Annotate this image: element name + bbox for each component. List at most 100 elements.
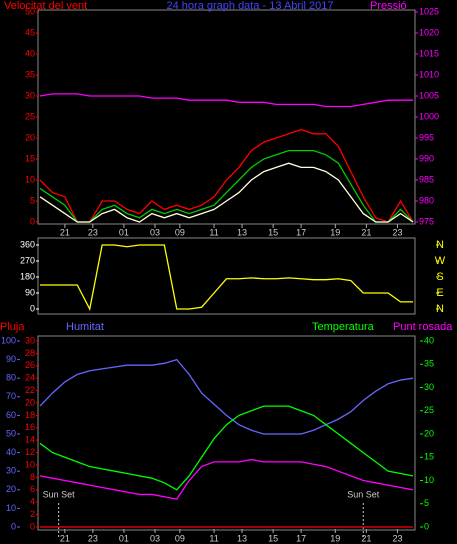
legend-label: Temperatura [312, 321, 375, 333]
series-line [39, 93, 413, 108]
series-line [39, 149, 414, 223]
y2-tick-label: 5 [424, 498, 429, 508]
x-tick-label: 23 [88, 533, 98, 543]
y2-tick-label: 1010 [419, 69, 439, 79]
y-tick-label: 30 [25, 90, 35, 100]
y-tick-label: 15 [25, 153, 35, 163]
y-tick-label: 45 [25, 27, 35, 37]
x-tick-label: 01 [119, 227, 129, 237]
y2-tick-label: 980 [419, 195, 434, 205]
y2-tick-label: 1005 [419, 90, 439, 100]
y2-tick-label: 990 [419, 153, 434, 163]
legend-label: Punt rosada [393, 321, 453, 333]
x-tick-label: 17 [296, 533, 306, 543]
y2-tick-label: 1020 [419, 27, 439, 37]
y-tick-label: 30 [25, 335, 35, 345]
y3-tick-label: 80 [6, 373, 16, 383]
y2-tick-label: S [436, 271, 443, 283]
x-tick-label: 19 [330, 533, 340, 543]
y-tick-label: 18 [25, 410, 35, 420]
series-line [39, 358, 414, 435]
x-tick-label: 15 [268, 227, 278, 237]
x-tick-label: 21 [60, 533, 70, 543]
y2-tick-label: 30 [424, 382, 434, 392]
series-line [40, 244, 413, 311]
legend-label: Humitat [66, 321, 104, 333]
x-tick-label: 21 [361, 533, 371, 543]
y3-tick-label: 60 [6, 410, 16, 420]
y-tick-label: 35 [25, 69, 35, 79]
y-tick-label: 22 [25, 385, 35, 395]
x-tick-label: 13 [237, 227, 247, 237]
series-line [39, 162, 414, 223]
y-tick-label: 16 [25, 422, 35, 432]
y3-tick-label: 40 [6, 447, 16, 457]
y3-tick-label: 10 [6, 503, 16, 513]
y-tick-label: 8 [30, 472, 35, 482]
x-tick-label: 11 [209, 227, 218, 237]
y-tick-label: 40 [25, 48, 35, 58]
y-tick-label: 20 [25, 132, 35, 142]
annotation: Sun Set [347, 489, 380, 499]
y2-tick-label: 985 [419, 174, 434, 184]
y2-tick-label: 35 [424, 359, 434, 369]
y3-tick-label: 90 [6, 354, 16, 364]
y3-tick-label: 50 [6, 428, 16, 438]
y2-tick-label: W [435, 255, 446, 267]
y2-tick-label: N [436, 239, 444, 251]
x-tick-label: 09 [175, 533, 185, 543]
x-tick-label: 23 [392, 533, 402, 543]
y-tick-label: 25 [25, 111, 35, 121]
y-tick-label: 270 [20, 255, 35, 265]
y3-tick-label: 30 [6, 466, 16, 476]
panel-frame [37, 237, 416, 315]
y-tick-label: 6 [30, 484, 35, 494]
x-tick-label: 21 [361, 227, 371, 237]
annotation: Sun Set [43, 489, 76, 499]
y2-tick-label: 15 [424, 452, 434, 462]
x-tick-label: 21 [60, 227, 70, 237]
x-tick-label: 03 [150, 227, 160, 237]
x-tick-label: 03 [150, 533, 160, 543]
y-tick-label: 12 [25, 447, 35, 457]
y2-tick-label: 25 [424, 405, 434, 415]
y-tick-label: 0 [30, 303, 35, 313]
y-tick-label: 24 [25, 373, 35, 383]
y-tick-label: 180 [20, 271, 35, 281]
y2-tick-label: 1015 [419, 48, 439, 58]
y-tick-label: 14 [25, 435, 35, 445]
y2-tick-label: 10 [424, 475, 434, 485]
y-tick-label: 90 [25, 287, 35, 297]
y2-tick-label: 1000 [419, 111, 439, 121]
y-tick-label: 26 [25, 360, 35, 370]
x-tick-label: 23 [88, 227, 98, 237]
x-tick-label: 19 [330, 227, 340, 237]
series-line [39, 405, 414, 491]
series-line [39, 128, 414, 223]
x-tick-label: 13 [237, 533, 247, 543]
y-tick-label: 2 [30, 509, 35, 519]
y3-tick-label: 0 [11, 521, 16, 531]
chart-title: 24 hora graph data - 13 Abril 2017 [167, 0, 334, 12]
y-tick-label: 10 [25, 459, 35, 469]
y2-axis-label: Pressió [370, 0, 407, 12]
y-tick-label: 0 [30, 216, 35, 226]
panel-frame [37, 335, 416, 531]
x-tick-label: 01 [119, 533, 129, 543]
y2-tick-label: 0 [424, 521, 429, 531]
y2-tick-label: 20 [424, 428, 434, 438]
x-tick-label: 11 [209, 533, 218, 543]
y2-tick-label: 995 [419, 132, 434, 142]
y-tick-label: 50 [25, 6, 35, 16]
y-tick-label: 20 [25, 397, 35, 407]
y-tick-label: 360 [20, 239, 35, 249]
y2-tick-label: E [436, 287, 443, 299]
x-tick-label: 09 [175, 227, 185, 237]
y2-tick-label: 40 [424, 335, 434, 345]
y3-tick-label: 100 [1, 335, 16, 345]
x-tick-label: 17 [296, 227, 306, 237]
y-tick-label: 5 [30, 195, 35, 205]
y-tick-label: 28 [25, 348, 35, 358]
y3-tick-label: 70 [6, 391, 16, 401]
